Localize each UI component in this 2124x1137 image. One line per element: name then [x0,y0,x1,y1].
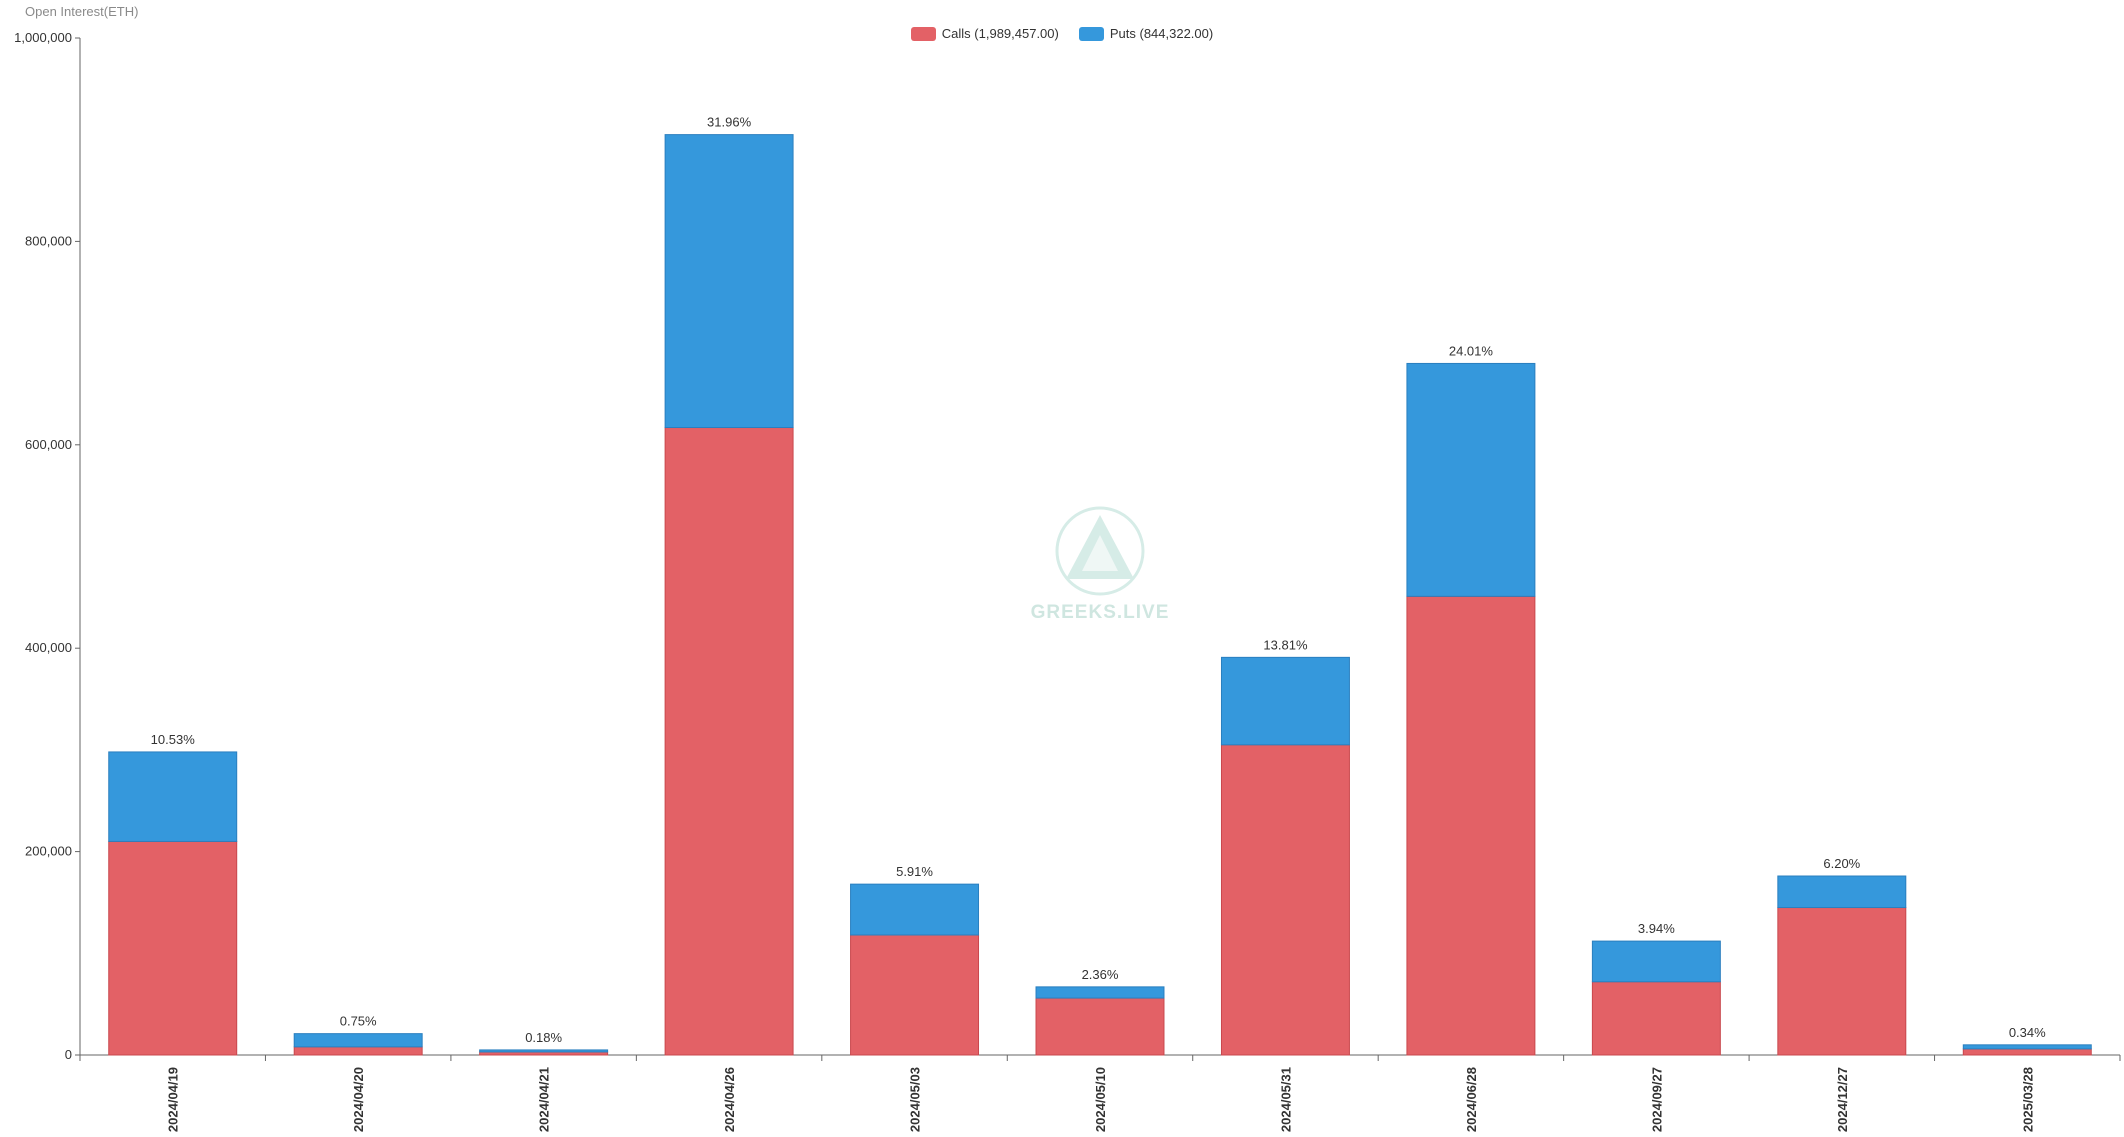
bar-puts [1962,1044,2092,1050]
bar-puts [1777,875,1907,909]
chart-legend: Calls (1,989,457.00) Puts (844,322.00) [0,26,2124,41]
x-tick-label: 2024/04/19 [166,1067,181,1132]
bar-data-label: 2.36% [1082,967,1119,982]
bar-data-label: 31.96% [707,115,752,130]
bar-calls [1220,744,1350,1056]
bar-puts [1220,656,1350,746]
x-tick-label: 2024/04/21 [537,1067,552,1132]
bar-puts [293,1033,423,1048]
bar-data-label: 13.81% [1263,637,1308,652]
x-tick-label: 2024/06/28 [1464,1067,1479,1132]
watermark: GREEKS.LIVE [1025,505,1175,624]
bar-puts [664,134,794,429]
x-tick-label: 2024/04/26 [722,1067,737,1132]
legend-item-calls[interactable]: Calls (1,989,457.00) [910,26,1059,41]
x-tick-label: 2024/05/31 [1278,1067,1293,1132]
bar-data-label: 3.94% [1638,921,1675,936]
x-tick-label: 2024/04/20 [351,1067,366,1132]
bar-data-label: 10.53% [151,732,196,747]
legend-label-puts: Puts (844,322.00) [1109,26,1214,41]
x-tick-label: 2025/03/28 [2020,1067,2035,1132]
bar-puts [479,1049,609,1053]
bar-data-label: 0.18% [525,1030,562,1045]
x-tick-label: 2024/12/27 [1835,1067,1850,1132]
bar-puts [1406,362,1536,597]
y-tick-label: 0 [65,1047,72,1062]
y-tick-label: 200,000 [25,844,72,859]
bar-data-label: 0.34% [2009,1025,2046,1040]
bar-calls [1035,997,1165,1056]
watermark-text: GREEKS.LIVE [1030,602,1170,623]
bar-data-label: 6.20% [1823,856,1860,871]
legend-swatch-puts [1078,26,1104,41]
bar-calls [108,840,238,1056]
bar-puts [1591,940,1721,983]
legend-label-calls: Calls (1,989,457.00) [941,26,1059,41]
bar-puts [850,883,980,936]
bar-calls [1406,595,1536,1056]
bar-puts [1035,986,1165,999]
bar-calls [664,427,794,1056]
bar-calls [1962,1048,2092,1056]
y-unit-label: Open Interest(ETH) [25,4,139,19]
legend-swatch-calls [910,26,936,41]
x-tick-label: 2024/05/10 [1093,1067,1108,1132]
bar-data-label: 0.75% [340,1014,377,1029]
legend-item-puts[interactable]: Puts (844,322.00) [1078,26,1214,41]
greeks-live-logo-icon [1055,506,1145,596]
bar-calls [1777,907,1907,1056]
x-tick-label: 2024/09/27 [1649,1067,1664,1132]
bar-data-label: 5.91% [896,864,933,879]
y-tick-label: 400,000 [25,640,72,655]
y-tick-label: 1,000,000 [14,30,72,45]
bar-calls [850,934,980,1056]
bar-calls [293,1046,423,1056]
y-tick-label: 800,000 [25,233,72,248]
bar-data-label: 24.01% [1449,343,1494,358]
x-tick-label: 2024/05/03 [908,1067,923,1132]
bar-puts [108,751,238,842]
y-tick-label: 600,000 [25,437,72,452]
bar-calls [1591,981,1721,1056]
